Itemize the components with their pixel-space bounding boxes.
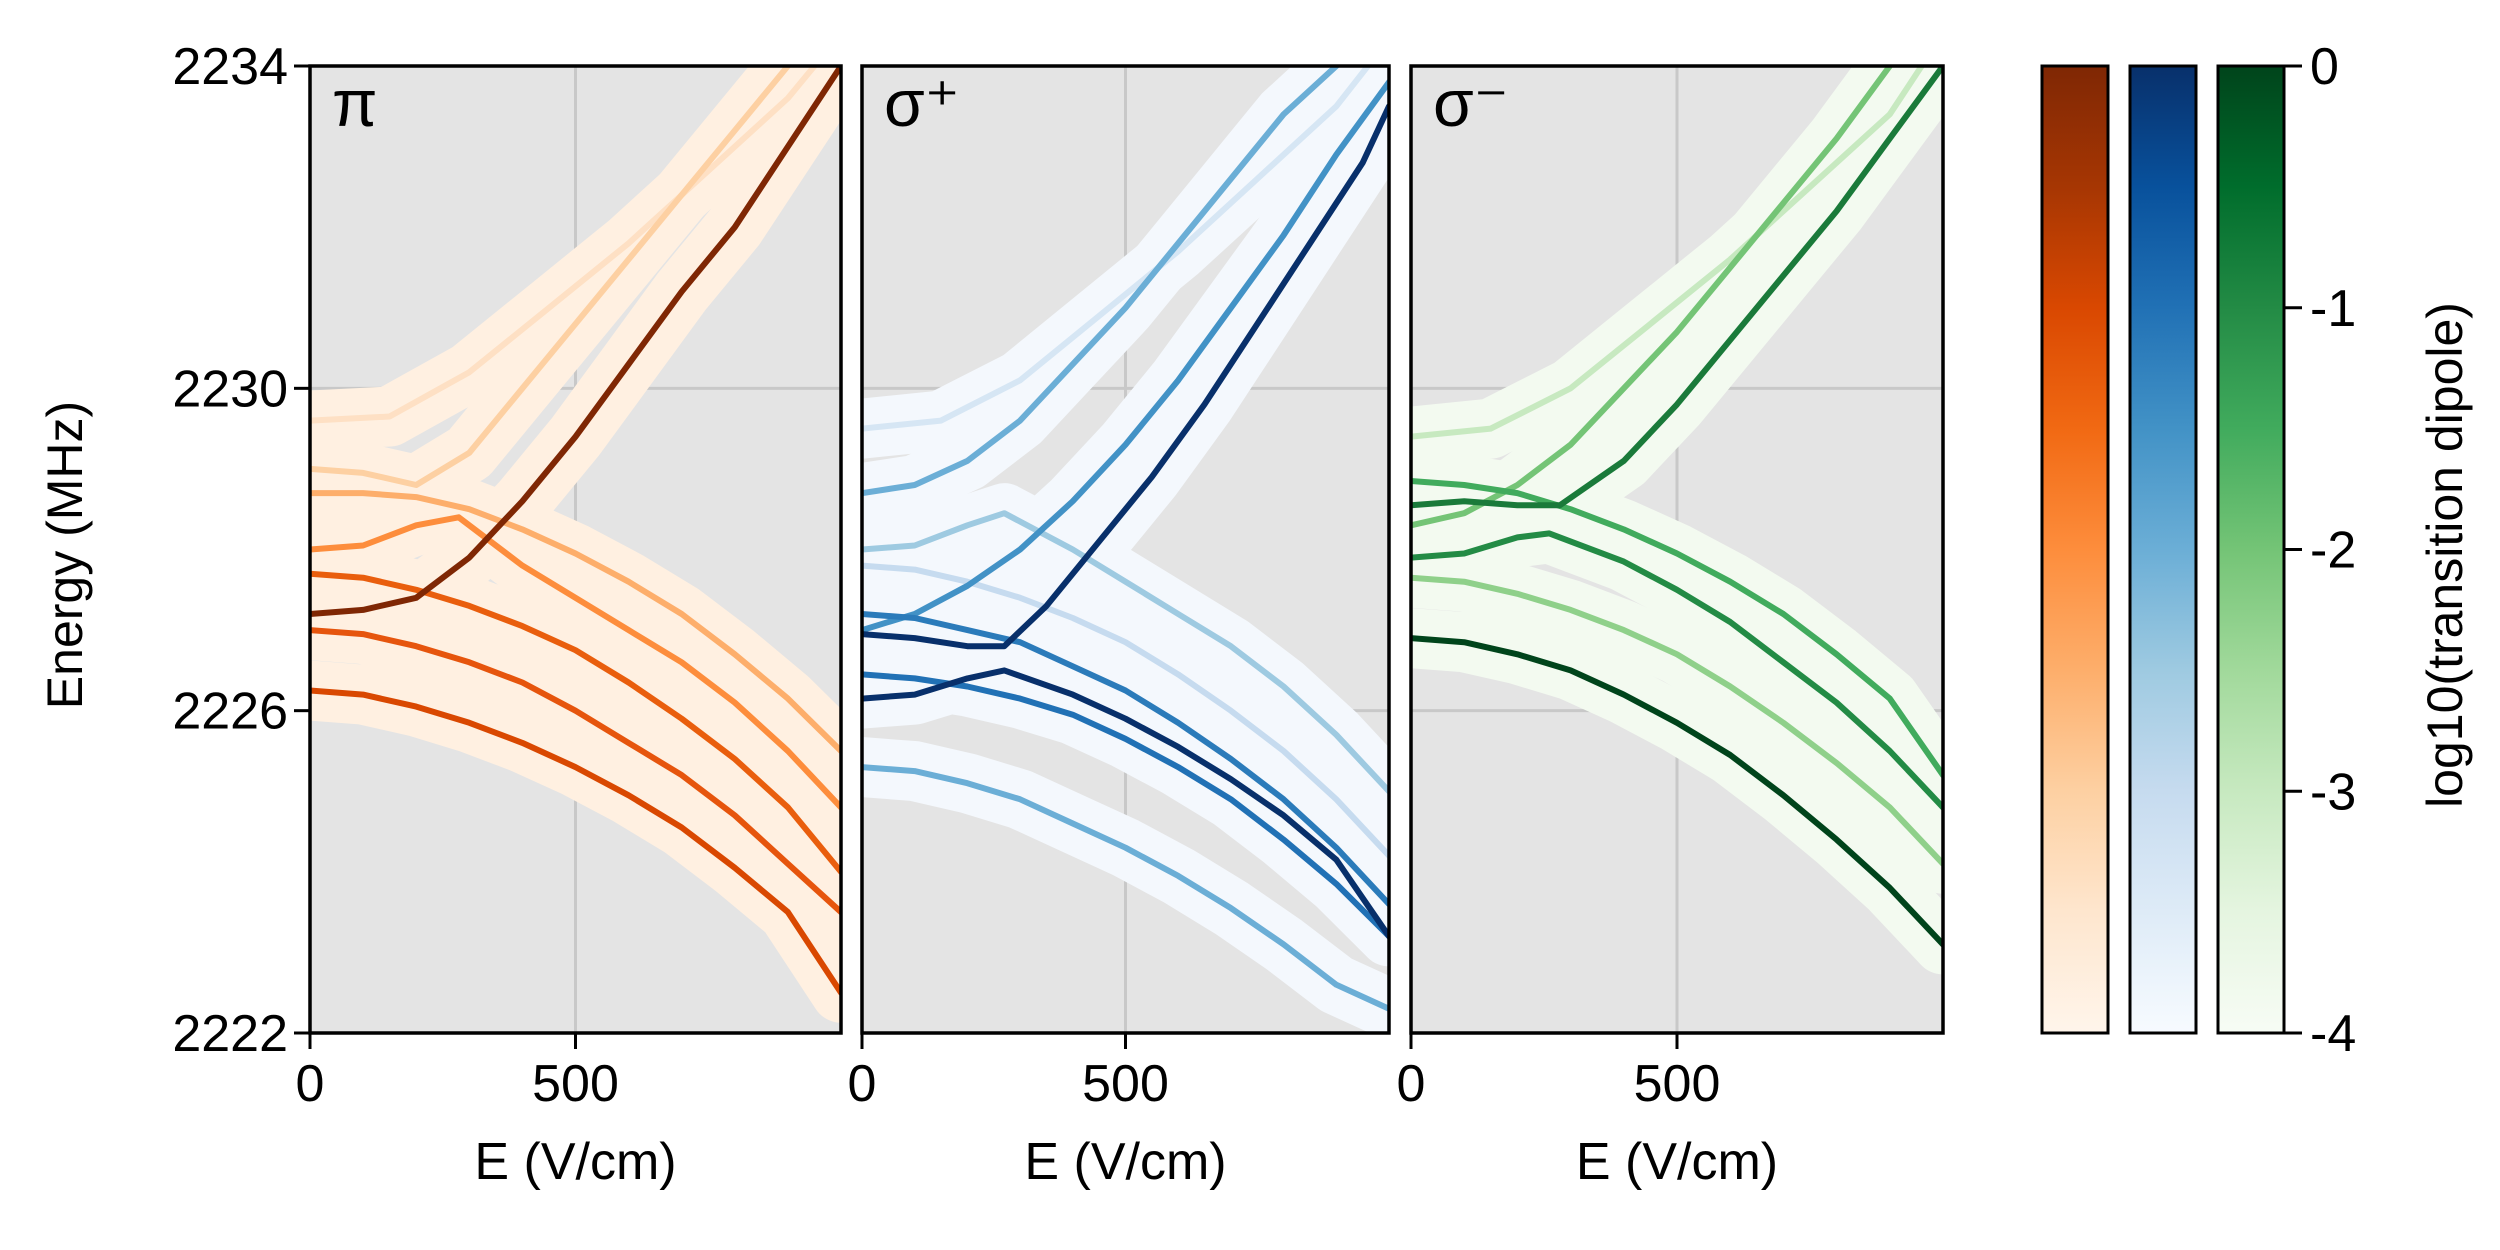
x-tick-label: 500 [532, 1055, 619, 1113]
series-line-1 [310, 66, 841, 617]
panel-1: π 0 500 E (V/cm) 2222 2226 2230 2234 [172, 38, 843, 1191]
series-line-7 [310, 66, 791, 488]
series-line-3 [1411, 530, 1943, 811]
colorbar-tick-label: -4 [2310, 1005, 2356, 1063]
colorbar-tick-label: -3 [2310, 763, 2356, 821]
x-axis-label: E (V/cm) [1576, 1133, 1778, 1191]
y-tick-label: 2226 [172, 683, 288, 741]
colorbar-greens [2216, 64, 2286, 1035]
panel-title: σ⁺ [884, 66, 960, 140]
series-line-7 [1411, 66, 1925, 440]
colorbar-blues [2128, 64, 2198, 1035]
series-line-6 [310, 490, 841, 754]
series-line-5 [310, 514, 841, 811]
series-group [310, 66, 841, 1023]
x-tick-label: 0 [296, 1055, 325, 1113]
x-axis: 0 500 [848, 1033, 1169, 1113]
colorbar-tick-label: -1 [2310, 280, 2356, 338]
series-line-4 [310, 570, 841, 875]
series-line-2 [862, 667, 1389, 940]
panel-3: σ⁻ 0 500 E (V/cm) [1397, 64, 1945, 1191]
x-axis: 0 500 [1397, 1033, 1721, 1113]
chart-panels: π 0 500 E (V/cm) 2222 2226 2230 2234 σ⁺ 0 500 E (V/… [172, 38, 1945, 1191]
series-line-2 [1411, 66, 1943, 509]
series-line-1 [862, 103, 1389, 650]
y-tick-label: 2234 [172, 38, 288, 96]
x-axis-label: E (V/cm) [474, 1133, 676, 1191]
series-line-10 [862, 66, 1371, 432]
y-tick-label: 2222 [172, 1005, 288, 1063]
series-line-5 [862, 79, 1389, 634]
series-line-4 [862, 611, 1389, 908]
series-line-1 [1411, 635, 1943, 948]
y-axis: 2222 2226 2230 2234 [172, 38, 310, 1063]
series-line-3 [310, 627, 841, 916]
series-line-9 [862, 562, 1389, 859]
series-line-6 [862, 764, 1389, 1012]
series-group [1411, 66, 1943, 975]
panel-title: π [332, 66, 378, 140]
series-group [862, 66, 1389, 1033]
x-tick-label: 0 [848, 1055, 877, 1113]
series-line-7 [862, 66, 1340, 497]
panel-title: σ⁻ [1433, 66, 1509, 140]
colorbar-oranges [2040, 64, 2110, 1035]
series-line-8 [310, 66, 818, 424]
series-line-2 [310, 687, 841, 996]
x-tick-label: 500 [1082, 1055, 1169, 1113]
x-axis: 0 500 [296, 1033, 619, 1113]
colorbar-tick-label: -2 [2310, 522, 2356, 580]
y-axis-label: Energy (MHz) [37, 401, 93, 709]
colorbar-tick-label: 0 [2310, 38, 2339, 96]
colorbar: 0 -1 -2 -3 -4 [2040, 38, 2356, 1063]
panel-2: σ⁺ 0 500 E (V/cm) [848, 64, 1391, 1191]
colorbar-label: log10(transition dipole) [2417, 302, 2473, 808]
series-line-4 [1411, 478, 1943, 779]
x-tick-label: 0 [1397, 1055, 1426, 1113]
y-tick-label: 2230 [172, 360, 288, 418]
series-line-5 [1411, 66, 1893, 529]
x-axis-label: E (V/cm) [1024, 1133, 1226, 1191]
series-line-8 [862, 510, 1389, 795]
series-line-6 [1411, 574, 1943, 867]
x-tick-label: 500 [1634, 1055, 1721, 1113]
